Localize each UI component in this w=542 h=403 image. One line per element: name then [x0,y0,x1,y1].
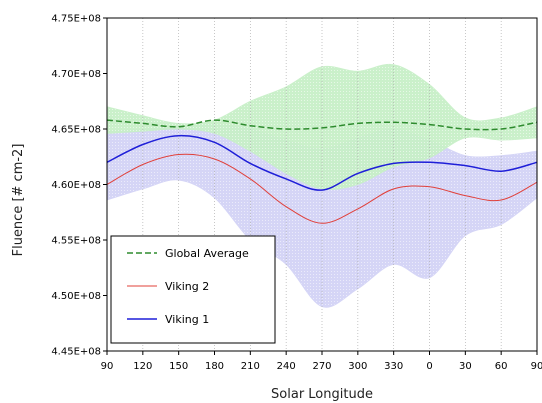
legend: Global Average Viking 2 Viking 1 [111,236,275,343]
legend-label: Viking 2 [165,280,209,293]
y-tick-label: 4.50E+08 [51,291,101,302]
y-tick-label: 4.55E+08 [51,236,101,247]
x-tick-label: 330 [384,361,403,372]
x-tick-label: 240 [277,361,296,372]
x-tick-label: 60 [495,361,508,372]
y-tick-label: 4.45E+08 [51,347,101,358]
y-tick-label: 4.75E+08 [51,14,101,25]
x-tick-label: 150 [169,361,188,372]
x-tick-label: 30 [459,361,472,372]
x-tick-label: 300 [348,361,367,372]
x-axis-label: Solar Longitude [271,387,373,402]
y-axis-label: Fluence [# cm-2] [11,144,26,257]
x-tick-label: 0 [426,361,432,372]
y-tick-label: 4.60E+08 [51,180,101,191]
x-tick-label: 120 [133,361,152,372]
legend-label: Viking 1 [165,313,209,326]
x-tick-label: 90 [101,361,114,372]
x-tick-label: 90 [531,361,542,372]
x-tick-label: 270 [312,361,331,372]
x-tick-label: 180 [205,361,224,372]
y-tick-label: 4.70E+08 [51,69,101,80]
x-tick-label: 210 [241,361,260,372]
legend-label: Global Average [165,247,249,260]
y-tick-label: 4.65E+08 [51,125,101,136]
